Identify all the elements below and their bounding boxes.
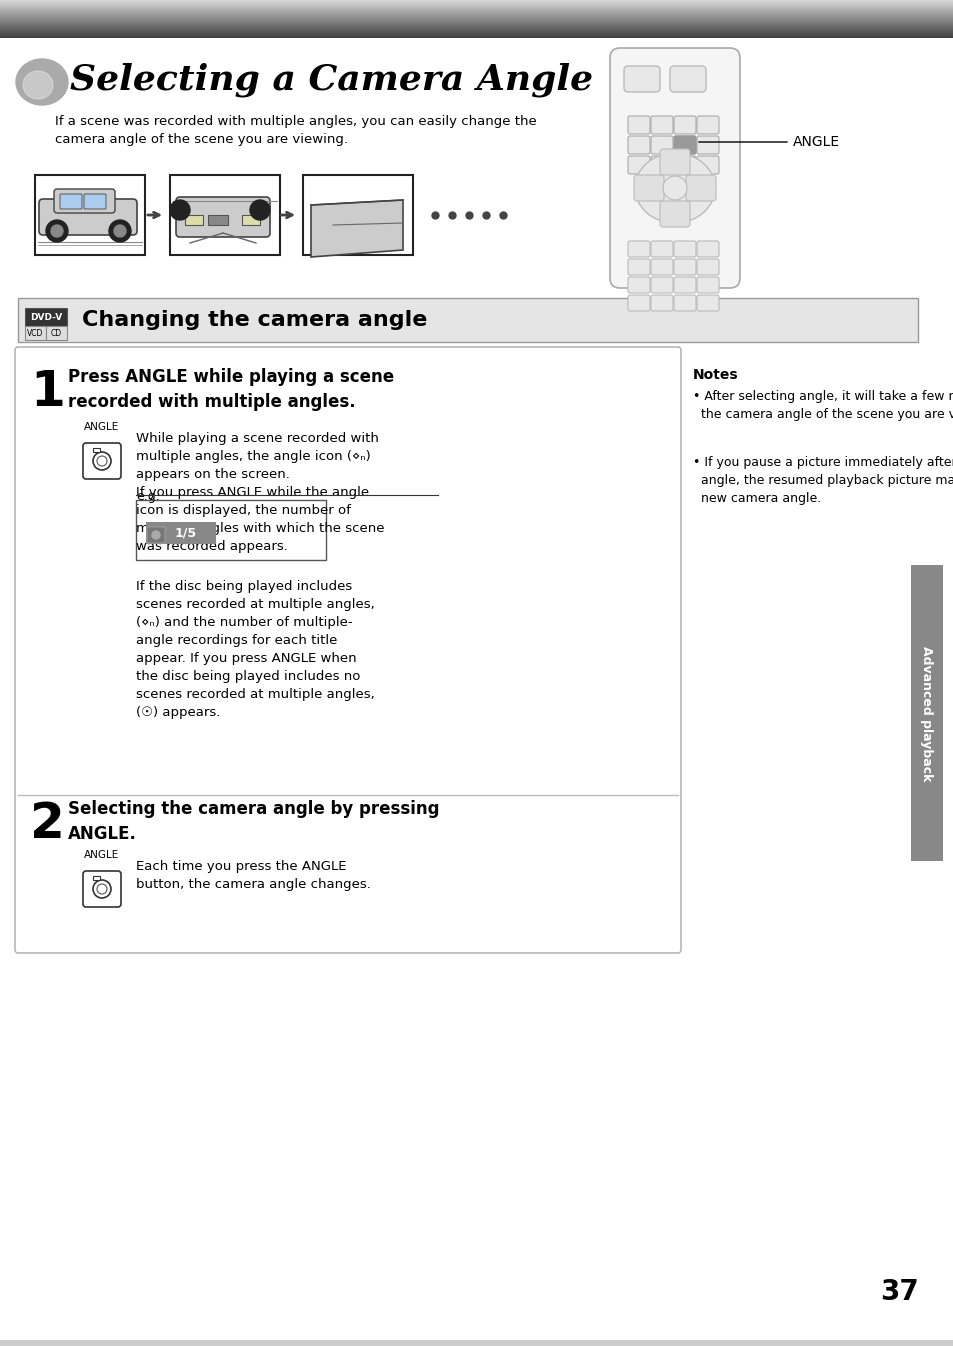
FancyBboxPatch shape xyxy=(650,295,672,311)
Bar xyxy=(92,448,100,452)
Circle shape xyxy=(152,532,160,538)
Bar xyxy=(303,175,413,254)
Circle shape xyxy=(97,456,107,466)
FancyBboxPatch shape xyxy=(627,116,649,135)
Text: While playing a scene recorded with
multiple angles, the angle icon (⋄ₙ)
appears: While playing a scene recorded with mult… xyxy=(136,432,384,553)
Text: DVD-V: DVD-V xyxy=(30,312,62,322)
FancyBboxPatch shape xyxy=(84,194,106,209)
Circle shape xyxy=(97,884,107,894)
Polygon shape xyxy=(311,201,402,257)
FancyBboxPatch shape xyxy=(697,116,719,135)
Circle shape xyxy=(92,880,111,898)
Circle shape xyxy=(250,201,270,219)
Text: Advanced playback: Advanced playback xyxy=(920,646,932,781)
Text: If the disc being played includes
scenes recorded at multiple angles,
(⋄ₙ) and t: If the disc being played includes scenes… xyxy=(136,580,375,719)
Text: 1: 1 xyxy=(30,367,65,416)
FancyBboxPatch shape xyxy=(697,295,719,311)
FancyBboxPatch shape xyxy=(627,136,649,153)
Bar xyxy=(208,215,228,225)
Text: ANGLE: ANGLE xyxy=(792,135,840,149)
FancyBboxPatch shape xyxy=(15,347,680,953)
FancyBboxPatch shape xyxy=(673,116,696,135)
FancyBboxPatch shape xyxy=(650,156,672,174)
FancyBboxPatch shape xyxy=(659,149,689,175)
Ellipse shape xyxy=(16,59,68,105)
Text: Press ANGLE while playing a scene
recorded with multiple angles.: Press ANGLE while playing a scene record… xyxy=(68,367,394,411)
Bar xyxy=(136,499,326,560)
Text: Notes: Notes xyxy=(692,367,738,382)
Text: If a scene was recorded with multiple angles, you can easily change the
camera a: If a scene was recorded with multiple an… xyxy=(55,114,537,145)
FancyBboxPatch shape xyxy=(83,443,121,479)
FancyBboxPatch shape xyxy=(659,201,689,227)
Bar xyxy=(92,876,100,880)
Text: • If you pause a picture immediately after changing a camera
  angle, the resume: • If you pause a picture immediately aft… xyxy=(692,456,953,505)
Text: • After selecting angle, it will take a few moments to change
  the camera angle: • After selecting angle, it will take a … xyxy=(692,390,953,421)
FancyBboxPatch shape xyxy=(627,277,649,293)
Ellipse shape xyxy=(635,153,714,223)
FancyBboxPatch shape xyxy=(60,194,82,209)
Circle shape xyxy=(113,225,126,237)
FancyBboxPatch shape xyxy=(697,136,719,153)
Bar xyxy=(0,1341,953,1346)
FancyBboxPatch shape xyxy=(627,295,649,311)
Bar xyxy=(35,175,145,254)
Circle shape xyxy=(92,452,111,470)
Text: Changing the camera angle: Changing the camera angle xyxy=(82,310,427,330)
FancyBboxPatch shape xyxy=(673,156,696,174)
FancyBboxPatch shape xyxy=(697,241,719,257)
Text: Selecting a Camera Angle: Selecting a Camera Angle xyxy=(70,63,593,97)
FancyBboxPatch shape xyxy=(685,175,716,201)
FancyBboxPatch shape xyxy=(627,241,649,257)
Bar xyxy=(46,326,67,341)
FancyBboxPatch shape xyxy=(650,258,672,275)
Bar xyxy=(18,297,917,342)
Text: 2: 2 xyxy=(30,800,65,848)
Text: ANGLE: ANGLE xyxy=(84,423,119,432)
Bar xyxy=(25,326,46,341)
Circle shape xyxy=(109,219,131,242)
Text: Each time you press the ANGLE
button, the camera angle changes.: Each time you press the ANGLE button, th… xyxy=(136,860,371,891)
Text: Selecting the camera angle by pressing
ANGLE.: Selecting the camera angle by pressing A… xyxy=(68,800,439,843)
FancyBboxPatch shape xyxy=(673,136,696,153)
FancyBboxPatch shape xyxy=(634,175,663,201)
FancyBboxPatch shape xyxy=(673,277,696,293)
FancyBboxPatch shape xyxy=(54,188,115,213)
FancyBboxPatch shape xyxy=(627,156,649,174)
FancyBboxPatch shape xyxy=(623,66,659,92)
FancyBboxPatch shape xyxy=(673,241,696,257)
Text: e.g.: e.g. xyxy=(136,490,159,503)
Bar xyxy=(25,308,67,326)
FancyBboxPatch shape xyxy=(673,258,696,275)
FancyBboxPatch shape xyxy=(627,258,649,275)
FancyBboxPatch shape xyxy=(650,136,672,153)
Circle shape xyxy=(662,176,686,201)
Ellipse shape xyxy=(23,71,53,100)
FancyBboxPatch shape xyxy=(650,116,672,135)
FancyBboxPatch shape xyxy=(697,156,719,174)
FancyBboxPatch shape xyxy=(673,136,696,153)
FancyBboxPatch shape xyxy=(673,295,696,311)
Bar xyxy=(170,175,280,254)
FancyBboxPatch shape xyxy=(650,277,672,293)
Bar xyxy=(146,522,215,544)
FancyBboxPatch shape xyxy=(697,258,719,275)
FancyBboxPatch shape xyxy=(609,48,740,288)
Text: CD: CD xyxy=(51,328,62,338)
Circle shape xyxy=(170,201,190,219)
FancyBboxPatch shape xyxy=(175,197,270,237)
FancyBboxPatch shape xyxy=(39,199,137,236)
Text: ANGLE: ANGLE xyxy=(84,851,119,860)
Bar xyxy=(242,215,260,225)
Bar xyxy=(185,215,203,225)
FancyBboxPatch shape xyxy=(669,66,705,92)
Text: 37: 37 xyxy=(880,1277,919,1306)
Text: VCD: VCD xyxy=(28,328,44,338)
FancyBboxPatch shape xyxy=(147,528,165,542)
Text: 1/5: 1/5 xyxy=(174,526,197,540)
Circle shape xyxy=(46,219,68,242)
FancyBboxPatch shape xyxy=(697,277,719,293)
FancyBboxPatch shape xyxy=(83,871,121,907)
FancyBboxPatch shape xyxy=(650,241,672,257)
Circle shape xyxy=(51,225,63,237)
